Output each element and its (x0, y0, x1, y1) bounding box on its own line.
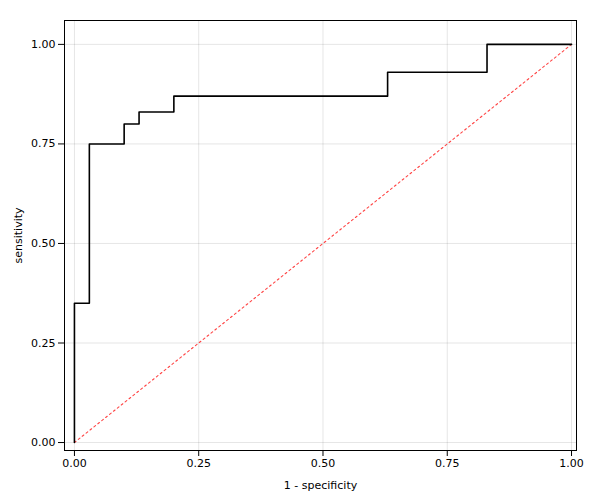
svg-text:0.75: 0.75 (435, 457, 460, 470)
svg-text:1.00: 1.00 (559, 457, 584, 470)
svg-text:0.25: 0.25 (31, 337, 56, 350)
svg-text:1 - specificity: 1 - specificity (284, 479, 358, 492)
svg-text:sensitivity: sensitivity (12, 207, 25, 264)
svg-text:0.00: 0.00 (31, 436, 56, 449)
svg-text:0.50: 0.50 (311, 457, 336, 470)
svg-text:1.00: 1.00 (31, 38, 56, 51)
svg-text:0.25: 0.25 (186, 457, 211, 470)
svg-text:0.00: 0.00 (62, 457, 87, 470)
svg-text:0.50: 0.50 (31, 237, 56, 250)
svg-text:0.75: 0.75 (31, 137, 56, 150)
